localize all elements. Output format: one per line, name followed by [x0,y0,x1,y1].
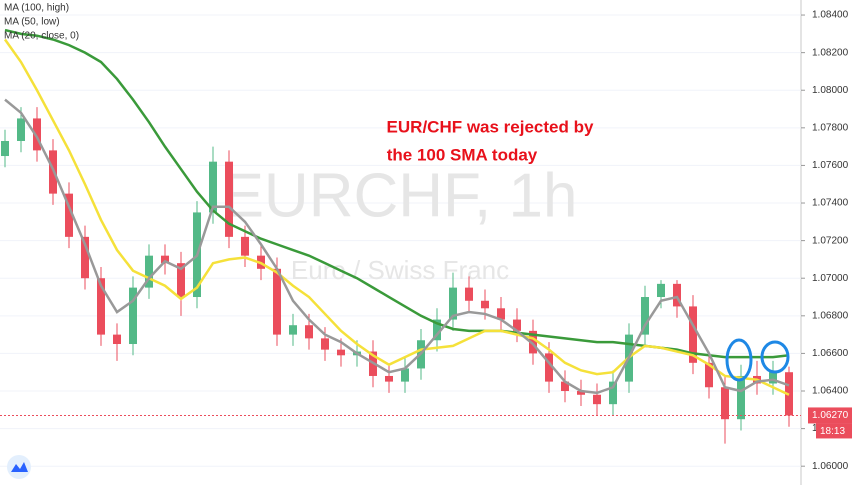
y-tick-label: 1.06400 [812,386,849,397]
countdown-box [816,423,852,439]
y-tick-label: 1.07400 [812,198,849,209]
candle-body [465,287,473,301]
candle-body [65,193,73,237]
candle-body [33,118,41,151]
candle-body [705,362,713,388]
logo-circle [7,455,31,479]
candle-body [321,338,329,350]
candle-body [177,263,185,298]
y-tick-label: 1.08000 [812,85,849,96]
last-price-box [808,407,852,424]
annotation-line: EUR/CHF was rejected by [387,117,594,136]
y-tick-label: 1.06800 [812,310,849,321]
plot-area [1,28,793,444]
candle-body [529,330,537,354]
watermark-description: Euro / Swiss Franc [291,255,509,285]
candle-body [81,236,89,279]
highlight-ellipse [760,340,790,374]
candle-body [305,325,313,339]
candle-body [385,375,393,382]
countdown-label: 18:13 [820,426,845,437]
y-tick-label: 1.08400 [812,10,849,21]
ma-line [3,38,790,396]
candle-body [721,387,729,420]
legend-entry: MA (20, close, 0) [4,31,79,42]
candle-body [737,375,745,420]
candle-body [289,325,297,335]
watermark: EURCHF, 1h Euro / Swiss Franc [223,161,578,285]
y-tick-label: 1.07800 [812,122,849,133]
y-tick-label: 1.08200 [812,47,849,58]
ma-line [4,98,790,395]
candle-body [433,319,441,341]
y-tick-label: 1.07000 [812,273,849,284]
candle-body [497,308,505,320]
y-tick-label: 1.06000 [812,461,849,472]
candle-body [641,297,649,335]
candle-body [689,306,697,363]
y-tick-label: 1.07200 [812,235,849,246]
candle-body [145,255,153,288]
candle-body [513,319,521,331]
candle-body [609,381,617,405]
candle-body [17,118,25,141]
candle-body [593,394,601,405]
candle-body [1,140,9,157]
candle-body [545,353,553,382]
y-tick-label: 1.06600 [812,348,849,359]
legend-entry: MA (50, low) [4,17,60,28]
candle-body [241,236,249,256]
logo-mark [11,462,28,472]
candle-body [449,287,457,320]
candle-body [161,255,169,264]
annotation-line: the 100 SMA today [387,145,538,164]
candle-body [273,268,281,335]
highlight-ellipse [725,338,753,382]
last-price-label: 1.06270 [812,410,849,421]
legend: MA (100, high) MA (50, low) MA (20, close,… [4,3,79,42]
candle-body [657,283,665,298]
candle-body [769,372,777,384]
candle-body [577,391,585,395]
legend-entry: MA (100, high) [4,3,69,14]
candle-body [225,161,233,237]
candle-body [673,283,681,307]
candle-body [401,368,409,382]
y-tick-label: 1.07600 [812,160,849,171]
watermark-symbol: EURCHF, 1h [223,161,578,230]
candle-body [129,287,137,345]
candle-body [209,161,217,213]
candle-body [561,381,569,392]
candle-body [97,278,105,335]
logo [7,455,31,479]
candle-body [481,300,489,309]
candle-body [337,349,345,356]
candle-body [113,334,121,345]
